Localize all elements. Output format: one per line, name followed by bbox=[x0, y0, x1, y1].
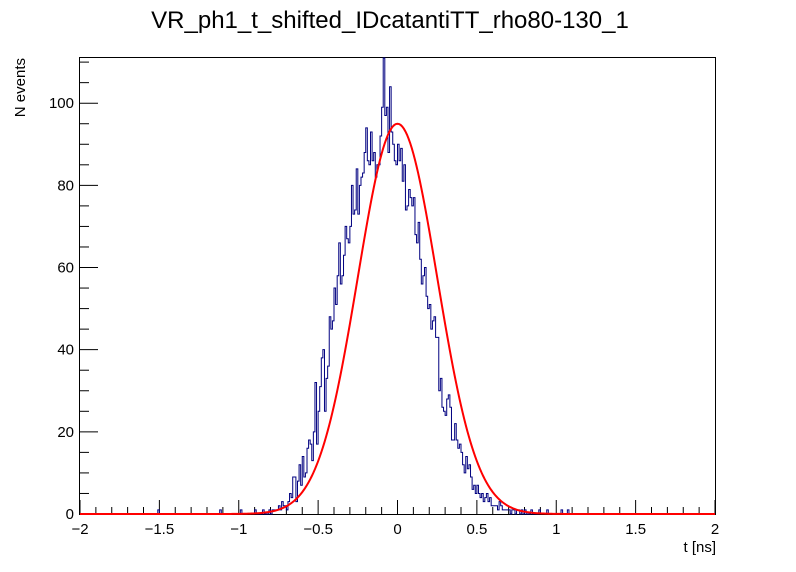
x-tick-label: 0 bbox=[393, 521, 401, 538]
y-tick-label: 0 bbox=[66, 506, 74, 523]
x-tick-label: −2 bbox=[71, 521, 88, 538]
x-tick-label: −1 bbox=[230, 521, 247, 538]
y-tick-label: 40 bbox=[57, 342, 74, 359]
gaussian-fit-curve bbox=[80, 122, 715, 515]
x-tick-label: −1.5 bbox=[145, 521, 175, 538]
y-tick-label: 100 bbox=[49, 95, 74, 112]
x-tick-label: 0.5 bbox=[466, 521, 487, 538]
chart-title: VR_ph1_t_shifted_IDcatantiTT_rho80-130_1 bbox=[151, 7, 629, 34]
x-axis: −2 −1.5 −1 −0.5 0 0.5 1 1.5 2 bbox=[71, 500, 719, 538]
x-tick-label: 2 bbox=[711, 521, 719, 538]
y-tick-label: 80 bbox=[57, 177, 74, 194]
y-axis: 0 20 40 60 80 100 bbox=[49, 61, 98, 523]
y-tick-label: 60 bbox=[57, 260, 74, 277]
x-axis-label: t [ns] bbox=[683, 539, 716, 556]
y-axis-label: N events bbox=[12, 58, 29, 117]
y-tick-label: 20 bbox=[57, 424, 74, 441]
plot-frame bbox=[79, 57, 716, 515]
x-tick-label: 1.5 bbox=[625, 521, 646, 538]
x-tick-label: −0.5 bbox=[303, 521, 333, 538]
x-tick-label: 1 bbox=[552, 521, 560, 538]
